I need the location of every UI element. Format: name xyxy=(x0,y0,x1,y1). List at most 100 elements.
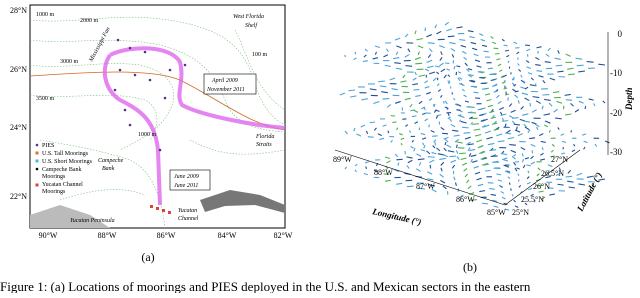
vector xyxy=(395,101,401,103)
vector xyxy=(380,86,387,87)
vector xyxy=(496,174,501,175)
vector xyxy=(451,160,456,162)
vector xyxy=(482,203,488,204)
vector xyxy=(584,141,588,143)
vector xyxy=(418,46,423,48)
vector xyxy=(598,64,605,65)
vector xyxy=(469,149,475,150)
vector xyxy=(531,156,534,159)
vector xyxy=(385,157,390,158)
vector xyxy=(544,114,550,115)
vector xyxy=(340,93,345,95)
vector xyxy=(536,101,541,104)
vector xyxy=(429,49,432,52)
legend-label: U.S. Short Moorings xyxy=(42,159,93,165)
vector xyxy=(464,133,471,134)
vector xyxy=(479,34,483,36)
vector xyxy=(474,92,479,93)
vector xyxy=(408,160,412,162)
vector xyxy=(563,147,564,149)
tick-label: -20 xyxy=(610,108,622,118)
annotation: 3000 m xyxy=(60,59,79,65)
vector xyxy=(415,31,416,34)
vector xyxy=(550,78,555,80)
vector xyxy=(551,150,553,152)
vector xyxy=(495,53,500,54)
vector xyxy=(509,145,516,146)
vector xyxy=(426,92,430,94)
tick-label: 84°W xyxy=(218,231,237,240)
vector xyxy=(468,31,474,32)
vector xyxy=(385,65,391,66)
vector xyxy=(361,125,365,127)
vector xyxy=(506,55,509,57)
vector xyxy=(454,135,460,136)
vector xyxy=(418,52,419,55)
vector xyxy=(396,46,401,48)
vector xyxy=(472,124,479,125)
vector xyxy=(361,99,368,100)
vector xyxy=(354,58,357,60)
vector xyxy=(355,52,356,54)
vector xyxy=(496,134,502,136)
annotation: Shelf xyxy=(245,22,258,29)
vector xyxy=(542,147,543,150)
vector xyxy=(441,69,445,72)
vector xyxy=(482,88,487,89)
vector xyxy=(528,73,532,75)
vector xyxy=(458,115,462,116)
annotation: Campeche xyxy=(98,158,124,164)
vector xyxy=(502,39,504,41)
vector xyxy=(566,54,571,56)
legend-label: Moorings xyxy=(42,174,66,180)
vector xyxy=(484,51,489,52)
vector xyxy=(539,134,543,136)
vector xyxy=(399,134,402,135)
vector xyxy=(514,77,515,80)
vector xyxy=(433,145,435,148)
vector xyxy=(489,74,494,75)
vector xyxy=(456,151,457,154)
vector xyxy=(409,131,411,133)
vector xyxy=(441,127,445,129)
vector xyxy=(521,147,525,149)
tick-label: 27°N xyxy=(551,155,568,164)
vector xyxy=(526,67,530,69)
vector xyxy=(603,101,605,103)
vector xyxy=(539,76,544,77)
annotation: 3500 m xyxy=(36,96,55,102)
vector xyxy=(491,79,496,80)
vector xyxy=(562,141,566,142)
vector xyxy=(492,42,496,43)
vector xyxy=(512,121,515,124)
vector xyxy=(512,194,513,196)
vector xyxy=(537,127,538,130)
vector xyxy=(425,69,429,71)
vector xyxy=(425,119,428,121)
vector xyxy=(439,63,443,66)
vector xyxy=(465,63,468,66)
vector xyxy=(391,89,397,90)
vector xyxy=(416,38,422,39)
vector xyxy=(491,117,496,118)
vector xyxy=(386,161,390,163)
vector xyxy=(421,133,425,134)
vector xyxy=(537,174,539,176)
vector xyxy=(449,119,451,122)
vector xyxy=(549,130,550,132)
vector xyxy=(521,75,522,77)
vector xyxy=(430,165,431,168)
vector xyxy=(448,151,454,152)
vector xyxy=(565,94,571,95)
vector xyxy=(555,58,561,59)
vector xyxy=(395,154,398,157)
vector xyxy=(405,34,408,37)
vector xyxy=(396,52,398,55)
vector xyxy=(429,98,432,100)
vector xyxy=(572,150,575,152)
vector xyxy=(375,46,380,47)
vector xyxy=(390,78,395,80)
vector xyxy=(465,101,469,102)
vector xyxy=(567,181,573,182)
